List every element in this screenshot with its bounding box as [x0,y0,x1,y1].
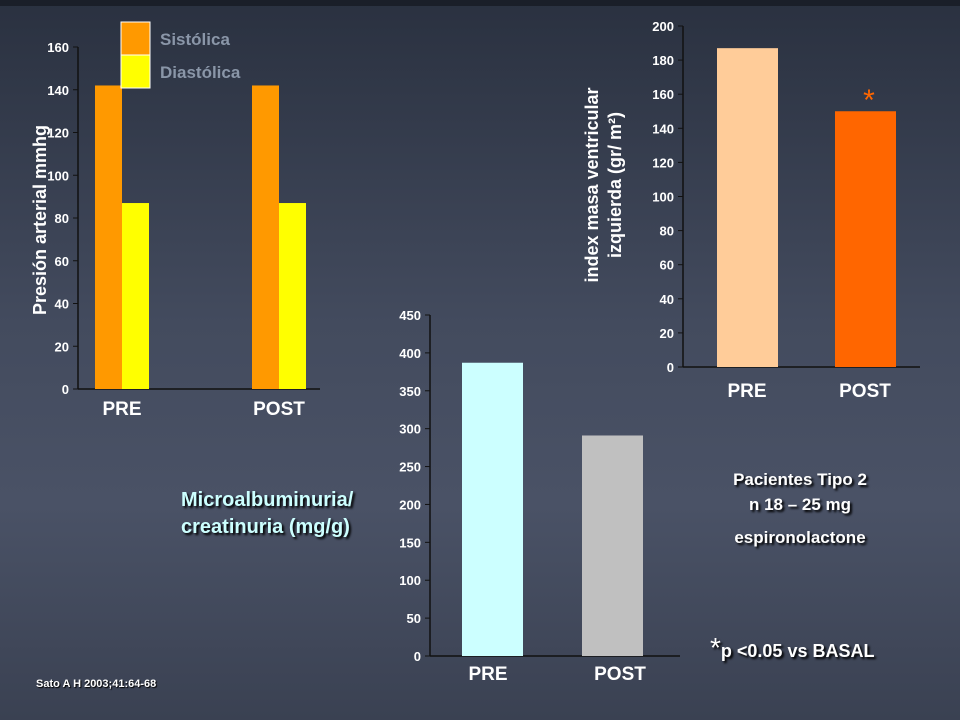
bp-tick-label: 120 [47,126,69,141]
lvm-y-axis-label-line2: izquierda (gr/ m²) [605,112,625,258]
patients-line2: n 18 – 25 mg [748,495,852,514]
lvm-y-axis-label-line1: index masa ventricular [582,87,602,282]
top-band [0,0,960,6]
lvm-tick-label: 80 [660,224,674,239]
bp-y-axis-label: Presión arterial mmhg [30,125,50,315]
microalbuminuria-label: Microalbuminuria/ creatinuria (mg/g) [181,487,353,541]
micro-tick-label: 50 [407,611,421,626]
micro-tick-label: 200 [399,497,421,512]
bp-bar-pre-systolic [95,85,122,389]
bp-legend-label: Diastólica [160,63,241,82]
reference-citation: Sato A H 2003;41:64-68 [36,678,157,690]
lvm-tick-label: 20 [660,326,674,341]
micro-category-label: POST [594,664,646,685]
lvm-tick-label: 60 [660,258,674,273]
lvm-significance-star: * [863,84,875,117]
micro-tick-label: 150 [399,535,421,550]
bp-bar-post-diastolic [279,203,306,389]
patients-caption: Pacientes Tipo 2 n 18 – 25 mg espironola… [700,467,900,550]
bp-tick-label: 140 [47,83,69,98]
lvm-tick-label: 120 [652,155,674,170]
bp-tick-label: 0 [62,382,69,397]
micro-tick-label: 250 [399,460,421,475]
bp-legend-label: Sistólica [160,30,230,49]
micro-bar-pre [462,362,523,656]
micro-tick-label: 400 [399,346,421,361]
bp-bar-post-systolic [252,85,279,389]
lvm-tick-label: 0 [667,360,674,375]
bp-tick-label: 160 [47,40,69,55]
bp-legend-swatch [120,21,151,56]
lvm-tick-label: 40 [660,292,674,307]
significance-note: *p <0.05 vs BASAL [710,632,874,664]
bp-tick-label: 40 [55,297,69,312]
lvm-tick-label: 180 [652,53,674,68]
significance-star: * [710,632,721,663]
micro-tick-label: 300 [399,422,421,437]
bp-category-label: PRE [102,399,141,420]
micro-tick-label: 450 [399,308,421,323]
lvm-bar-pre [717,48,778,367]
lvm-category-label: PRE [727,381,766,402]
micro-label-line2: creatinuria (mg/g) [181,516,350,538]
bp-bar-pre-diastolic [122,203,149,389]
lvm-tick-label: 200 [652,19,674,34]
micro-bar-post [582,435,643,656]
micro-tick-label: 350 [399,384,421,399]
bp-tick-label: 100 [47,168,69,183]
lvm-tick-label: 140 [652,121,674,136]
patients-line1: Pacientes Tipo 2 [733,470,867,489]
bp-tick-label: 80 [55,211,69,226]
bp-legend-swatch [120,54,151,89]
patients-line3: espironolactone [734,528,866,547]
lvm-bar-post [835,111,896,367]
bp-category-label: POST [253,399,305,420]
micro-tick-label: 0 [414,649,421,664]
micro-tick-label: 100 [399,573,421,588]
lvm-tick-label: 100 [652,190,674,205]
bp-tick-label: 20 [55,339,69,354]
lvm-category-label: POST [839,381,891,402]
micro-label-line1: Microalbuminuria/ [181,489,354,511]
micro-category-label: PRE [468,664,507,685]
bp-tick-label: 60 [55,254,69,269]
lvm-tick-label: 160 [652,87,674,102]
significance-text: p <0.05 vs BASAL [720,641,875,661]
